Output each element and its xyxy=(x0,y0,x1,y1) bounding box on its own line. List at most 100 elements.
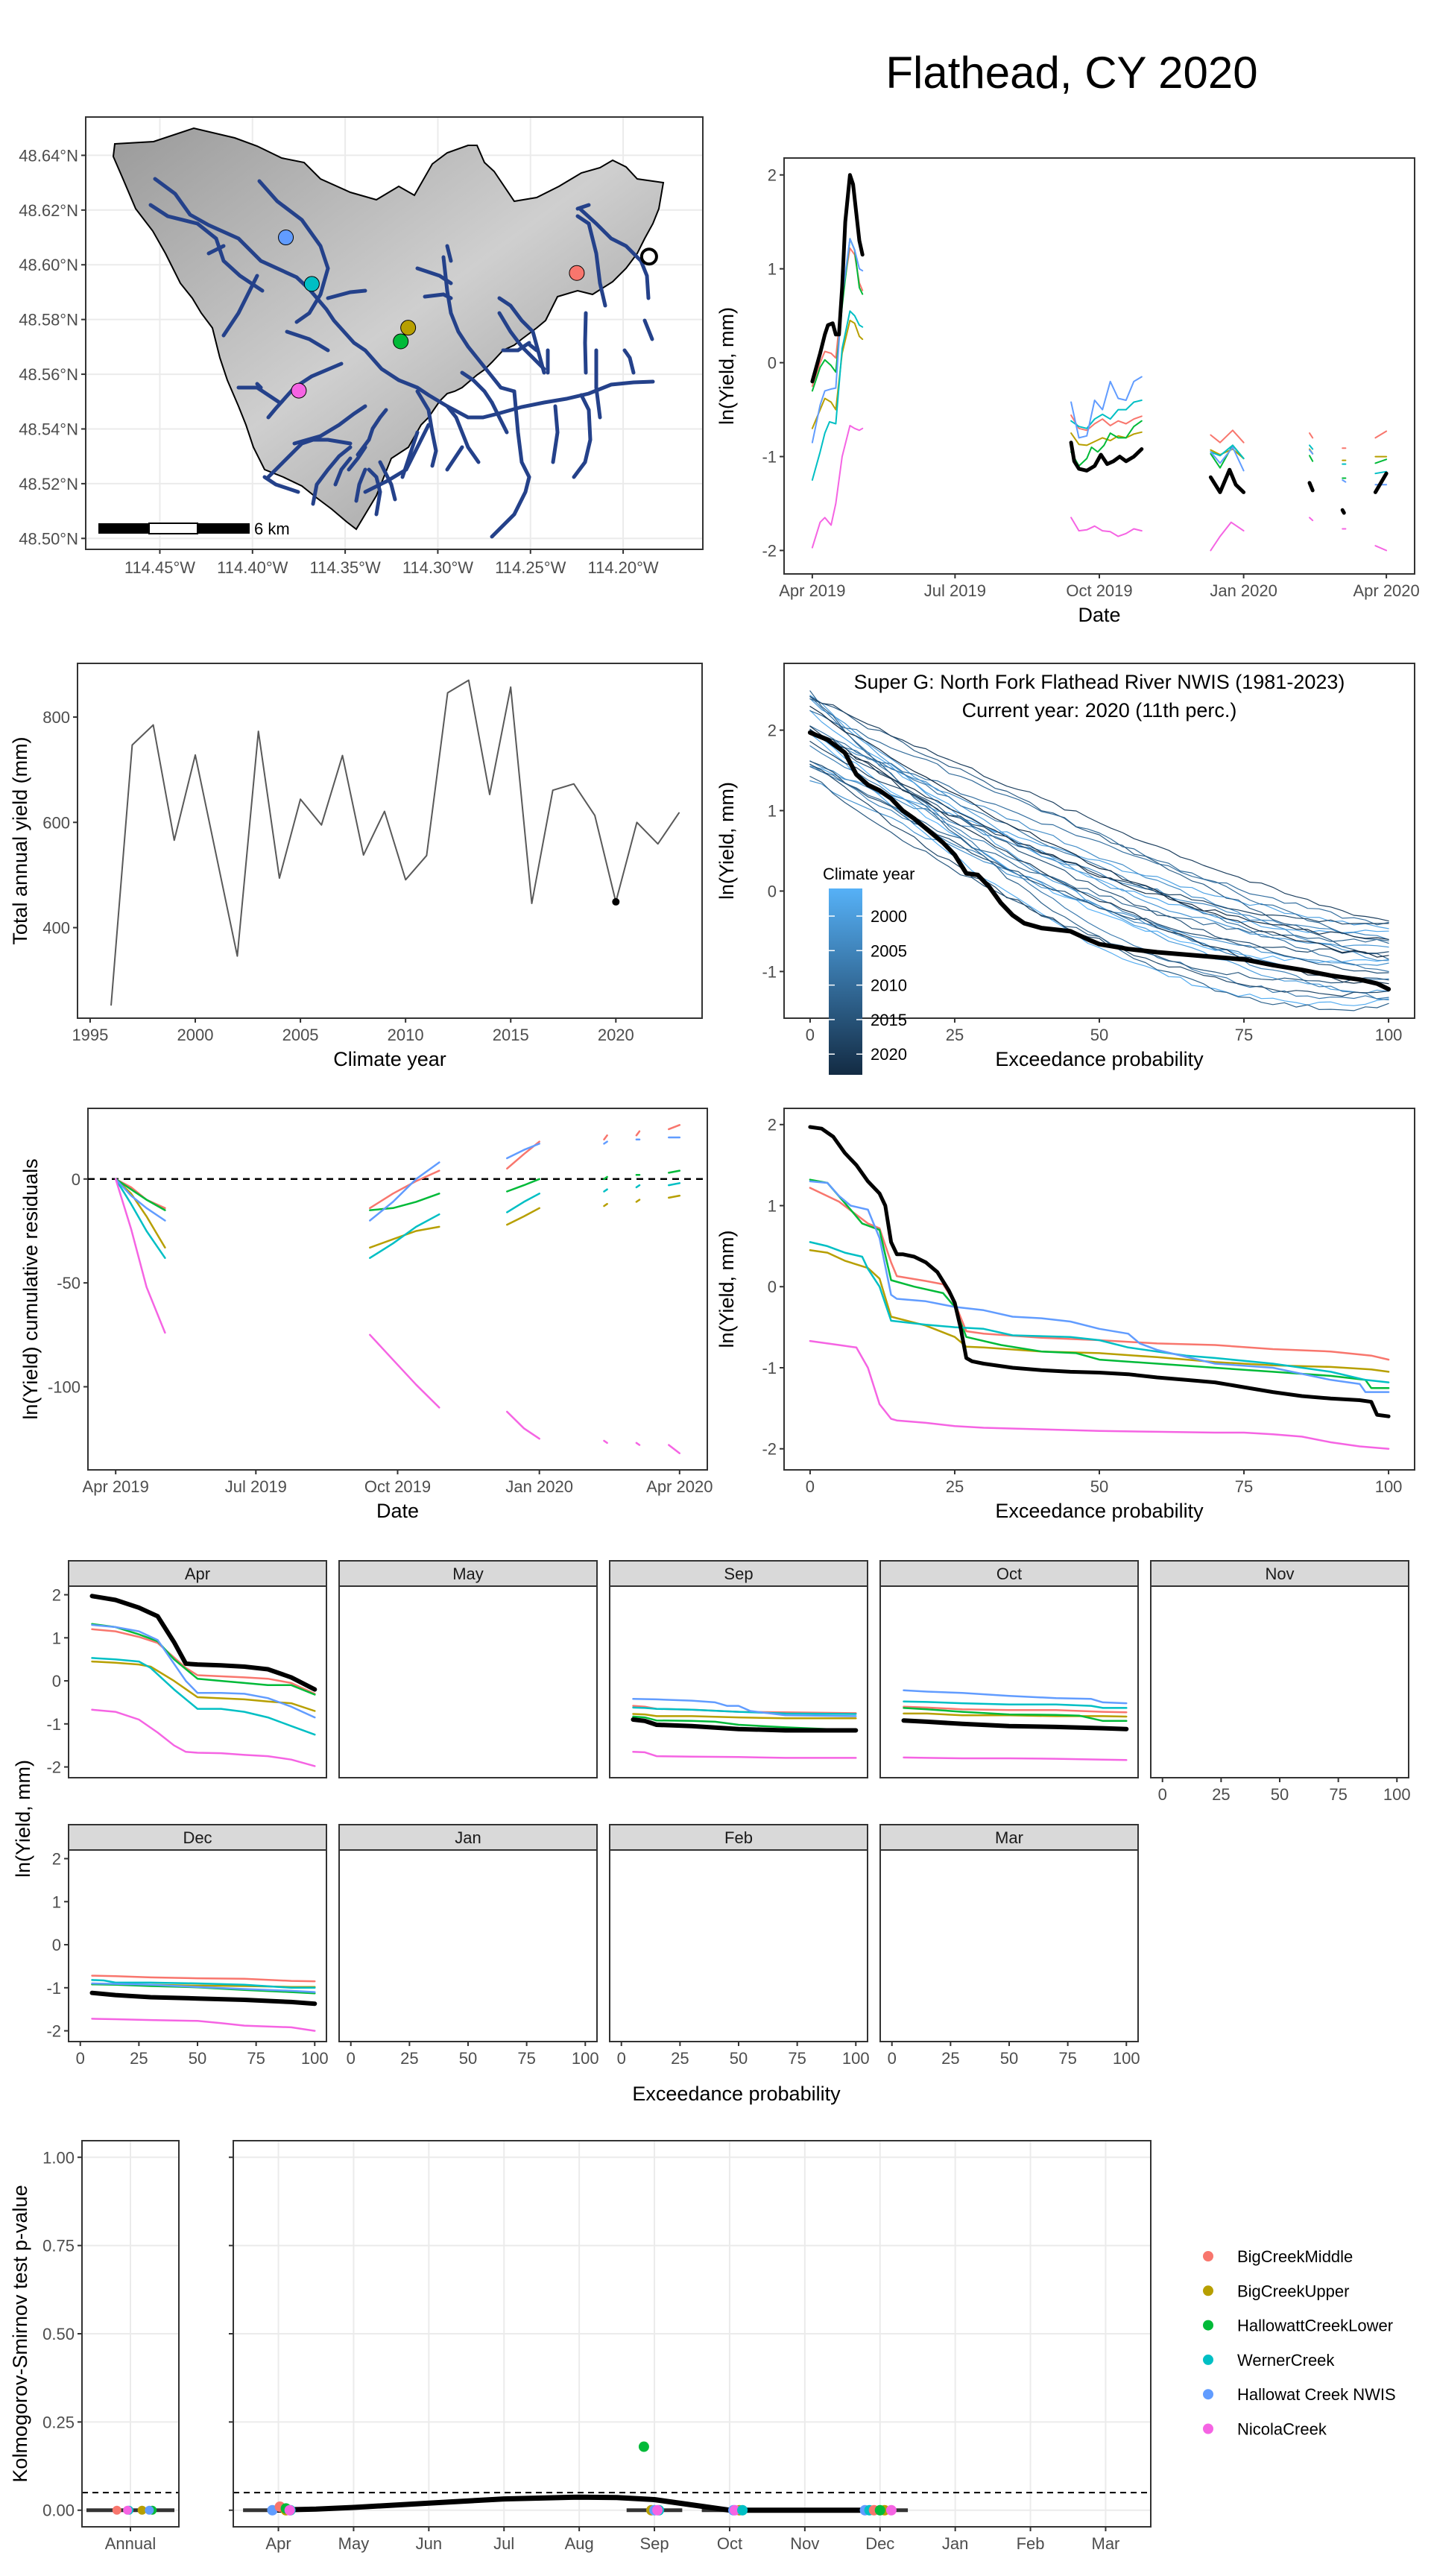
ks-monthly-panel: Apr May Jun Jul Aug Sep Oct Nov Dec Jan Feb Mar xyxy=(229,2140,1152,2553)
x-tick-label: Jul 2019 xyxy=(924,581,986,600)
series-line xyxy=(1210,521,1245,552)
lon-tick-label: 114.20°W xyxy=(587,558,658,577)
lon-tick-label: 114.40°W xyxy=(217,558,288,577)
facet-line xyxy=(91,1623,316,1719)
watershed-map: 6 km 114.45°W 114.40°W 114.35°W 114.30°W 114… xyxy=(19,116,704,577)
facet-panel-jan: Jan 0 25 50 75 100 xyxy=(338,1824,599,2068)
facet-panel-sep: Sep xyxy=(609,1560,868,1778)
residual-line xyxy=(369,1225,440,1249)
legend-colorbar xyxy=(829,888,862,1075)
facet-strip xyxy=(1150,1560,1409,1587)
facet-panel-nov: Nov 0 25 50 75 100 xyxy=(1150,1560,1411,1804)
chart-title: Super G: North Fork Flathead River NWIS … xyxy=(854,671,1345,693)
facet-line xyxy=(91,1708,316,1767)
series-line xyxy=(811,310,864,481)
x-tick-label: 75 xyxy=(247,2049,265,2068)
facet-strip-label: Apr xyxy=(185,1565,210,1583)
x-tick-label: 2000 xyxy=(177,1026,214,1044)
x-tick-label: 0 xyxy=(888,2049,897,2068)
legend-label: WernerCreek xyxy=(1237,2351,1335,2370)
y-tick-label: 1 xyxy=(52,1629,61,1647)
series-line xyxy=(1373,471,1389,494)
y-tick-label: 0.25 xyxy=(42,2413,75,2431)
y-tick-label: 0.75 xyxy=(42,2237,75,2255)
series-line xyxy=(1374,458,1388,464)
legend-label: 2000 xyxy=(871,907,907,926)
y-tick-label: 0 xyxy=(768,1278,777,1296)
y-axis-label: ln(Yield) cumulative residuals xyxy=(19,1158,42,1419)
panel-frame xyxy=(338,1585,598,1778)
panel-frame xyxy=(783,157,1415,575)
x-tick-label: Jan 2020 xyxy=(505,1477,573,1496)
residual-line xyxy=(635,1442,641,1446)
facet-line xyxy=(91,1628,316,1695)
lat-tick-label: 48.54°N xyxy=(19,420,78,438)
lat-tick-label: 48.62°N xyxy=(19,201,78,220)
x-tick-label: Jul xyxy=(493,2534,514,2553)
facet-strip xyxy=(879,1560,1139,1587)
climate-year-line xyxy=(809,729,1389,940)
y-tick-label: 0 xyxy=(768,354,777,373)
y-tick-label: -1 xyxy=(46,1715,61,1734)
series-line xyxy=(1210,444,1245,469)
lon-tick-label: 114.45°W xyxy=(124,558,195,577)
facet-strip-label: Dec xyxy=(183,1828,212,1847)
facet-line xyxy=(903,1689,1128,1705)
daily-yield-chart: Apr 2019 Jul 2019 Oct 2019 Jan 2020 Apr 2020… xyxy=(716,157,1420,626)
legend-item: HallowattCreekLower xyxy=(1203,2317,1393,2335)
lon-tick-label: 114.35°W xyxy=(309,558,380,577)
residual-line xyxy=(369,1193,440,1211)
x-tick-label: Oct xyxy=(717,2534,742,2553)
lat-tick-label: 48.50°N xyxy=(19,529,78,548)
legend-item: NicolaCreek xyxy=(1203,2420,1327,2439)
facet-line xyxy=(91,1982,316,1993)
series-line xyxy=(1070,414,1143,432)
site-marker xyxy=(393,333,409,350)
panel-frame xyxy=(338,1849,598,2042)
x-tick-label: 25 xyxy=(130,2049,148,2068)
climate-year-line xyxy=(809,706,1389,958)
facet-strip xyxy=(68,1824,327,1851)
climate-year-line xyxy=(809,741,1389,925)
y-tick-label: 1 xyxy=(768,1196,777,1215)
x-tick-label: Jul 2019 xyxy=(225,1477,287,1496)
panel-frame xyxy=(68,1585,327,1778)
ks-annual-panel: 0.00 0.25 0.50 0.75 1.00 Annual Kolmogorov-Smi… xyxy=(9,2140,180,2553)
x-tick-label: Dec xyxy=(865,2534,894,2553)
x-tick-label: 25 xyxy=(1212,1785,1230,1804)
series-line xyxy=(1374,545,1388,552)
lat-tick-label: 48.58°N xyxy=(19,311,78,329)
series-line xyxy=(1340,508,1346,515)
facet-strip-label: Oct xyxy=(996,1565,1022,1583)
x-tick-label: 100 xyxy=(1375,1477,1403,1496)
x-tick-label: 50 xyxy=(1090,1026,1108,1044)
x-tick-label: Apr 2019 xyxy=(83,1477,149,1496)
x-tick-label: 25 xyxy=(946,1477,964,1496)
x-axis-label: Exceedance probability xyxy=(995,1048,1204,1070)
facet-strip-label: Mar xyxy=(995,1828,1023,1847)
residual-line xyxy=(603,1439,608,1445)
fdc-line xyxy=(809,1180,1390,1393)
climate-year-line xyxy=(809,776,1389,984)
x-tick-label: 0 xyxy=(1158,1785,1167,1804)
legend-key xyxy=(1203,2285,1213,2296)
climate-year-line xyxy=(809,698,1389,948)
y-tick-label: 0.50 xyxy=(42,2325,75,2343)
y-tick-label: -1 xyxy=(762,1359,777,1377)
residual-line xyxy=(603,1175,608,1181)
legend-label: 2010 xyxy=(871,976,907,995)
series-line xyxy=(1309,444,1314,450)
y-tick-label: 2 xyxy=(52,1850,61,1869)
fdc-line xyxy=(809,1187,1390,1361)
facet-strip-label: Nov xyxy=(1265,1565,1294,1583)
legend-item: BigCreekMiddle xyxy=(1203,2247,1353,2266)
legend-label: 2020 xyxy=(871,1045,907,1064)
site-marker xyxy=(278,230,294,246)
series-line xyxy=(1309,517,1314,522)
legend-key xyxy=(1203,2320,1213,2331)
x-tick-label: 50 xyxy=(730,2049,748,2068)
x-tick-label: 0 xyxy=(347,2049,356,2068)
facet-line xyxy=(632,1715,857,1731)
